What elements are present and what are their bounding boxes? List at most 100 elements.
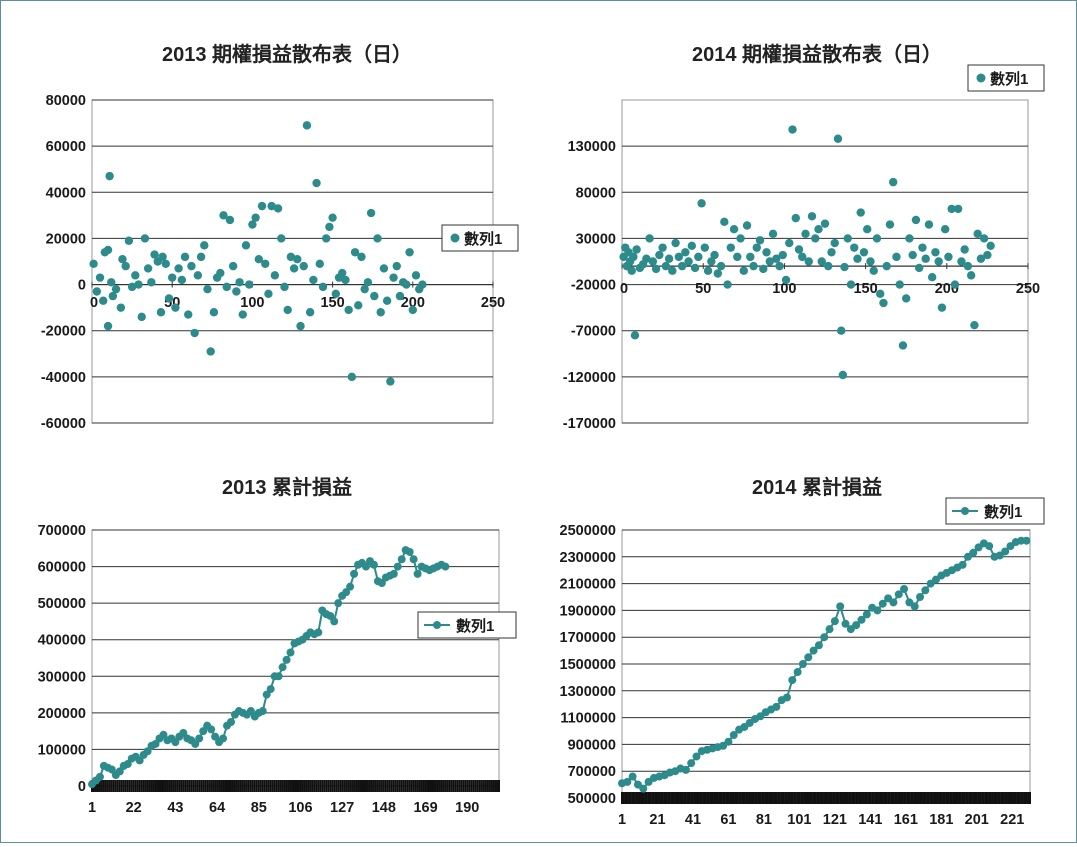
scatter-point xyxy=(111,284,121,294)
chart-c2: 2014 期權損益散布表（日） -170000 -120000 -70000 -2000… xyxy=(563,42,1045,432)
series-point xyxy=(852,621,861,630)
series-point xyxy=(219,734,228,743)
scatter-point xyxy=(187,261,196,271)
scatter-point xyxy=(402,280,411,289)
chart-title: 2013 期權損益散布表（日） xyxy=(162,42,412,66)
y-tick-label: 1700000 xyxy=(560,630,616,646)
scatter-point xyxy=(911,215,921,225)
scatter-point xyxy=(283,305,292,315)
scatter-point xyxy=(859,248,869,257)
scatter-point xyxy=(418,280,427,289)
scatter-point xyxy=(350,248,360,257)
scatter-point xyxy=(338,268,347,278)
x-tick-label: 106 xyxy=(288,800,312,816)
scatter-point xyxy=(681,248,690,257)
x-tick-label: 200 xyxy=(401,295,425,311)
scatter-point xyxy=(190,328,199,338)
x-tick-label: 64 xyxy=(209,800,225,816)
scatter-point xyxy=(664,254,674,263)
scatter-point xyxy=(373,234,382,243)
scatter-point xyxy=(228,261,238,271)
scatter-point xyxy=(687,241,697,251)
scatter-point xyxy=(632,245,641,254)
series-point xyxy=(393,562,402,571)
scatter-point xyxy=(661,261,671,271)
scatter-point xyxy=(184,310,193,319)
scatter-point xyxy=(248,220,257,229)
series-point xyxy=(226,718,235,726)
x-tick-label: 0 xyxy=(90,295,98,311)
y-tick-label: 1900000 xyxy=(560,603,616,619)
scatter-point xyxy=(107,278,116,287)
scatter-point xyxy=(765,257,774,266)
x-tick-label: 169 xyxy=(413,800,437,816)
series-point xyxy=(369,560,378,569)
scatter-point xyxy=(840,262,849,272)
scatter-point xyxy=(209,308,219,317)
scatter-point xyxy=(947,204,956,214)
scatter-point xyxy=(798,252,807,262)
scatter-point xyxy=(121,261,130,271)
series-point xyxy=(687,759,696,768)
scatter-point xyxy=(918,243,927,252)
series-point xyxy=(958,560,967,569)
scatter-point xyxy=(837,326,846,335)
x-tick-label: 221 xyxy=(1000,812,1024,828)
scatter-point xyxy=(892,252,901,262)
scatter-point xyxy=(833,134,843,143)
scatter-point xyxy=(934,257,943,266)
scatter-point xyxy=(150,250,159,259)
legend-label: 數列1 xyxy=(984,503,1022,521)
series-point xyxy=(894,590,903,599)
scatter-point xyxy=(118,254,127,264)
scatter-point xyxy=(137,312,146,322)
scatter-point xyxy=(713,269,723,278)
scatter-point xyxy=(382,296,392,305)
x-tick-label: 81 xyxy=(756,812,772,828)
scatter-point xyxy=(807,212,817,221)
scatter-point xyxy=(973,229,982,239)
scatter-point xyxy=(244,280,254,289)
x-tick-label: 1 xyxy=(618,812,626,828)
x-tick-label: 100 xyxy=(240,295,264,311)
y-tick-label: 130000 xyxy=(568,139,616,155)
x-tick-label: 150 xyxy=(853,281,877,297)
y-tick-label: 80000 xyxy=(46,93,86,109)
series-point xyxy=(278,663,287,672)
legend-marker xyxy=(961,507,969,515)
scatter-point xyxy=(124,236,134,245)
scatter-point xyxy=(983,250,992,260)
series-point xyxy=(107,765,116,774)
series-point xyxy=(628,772,637,781)
scatter-point xyxy=(312,178,321,188)
scatter-point xyxy=(389,273,398,282)
x-tick-label: 201 xyxy=(965,812,989,828)
series-point xyxy=(191,739,200,748)
x-tick-label: 121 xyxy=(823,812,847,828)
scatter-point xyxy=(344,305,353,315)
series-point xyxy=(889,598,898,607)
series-point xyxy=(1001,547,1010,556)
series-point xyxy=(729,731,738,740)
scatter-point xyxy=(752,243,761,252)
series-point xyxy=(772,702,781,711)
scatter-point xyxy=(772,254,781,263)
scatter-point xyxy=(251,213,260,222)
series-point xyxy=(830,617,839,626)
x-tick-label: 250 xyxy=(1016,281,1040,297)
chart-title: 2013 累計損益 xyxy=(222,475,352,499)
scatter-point xyxy=(970,320,979,330)
chart-c3: 2013 累計損益 0 100000 200000 300000 400000 500000… xyxy=(38,475,517,816)
scatter-point xyxy=(924,220,934,229)
series-point xyxy=(681,765,690,774)
scatter-point xyxy=(963,261,973,271)
series-point xyxy=(639,784,648,793)
series-point xyxy=(921,586,930,595)
scatter-point xyxy=(838,370,848,380)
scatter-point xyxy=(843,234,852,243)
series-point xyxy=(262,690,271,699)
scatter-point xyxy=(408,305,417,315)
y-tick-label: 1100000 xyxy=(560,711,616,727)
series-point xyxy=(123,760,132,769)
x-tick-label: 100 xyxy=(772,281,796,297)
